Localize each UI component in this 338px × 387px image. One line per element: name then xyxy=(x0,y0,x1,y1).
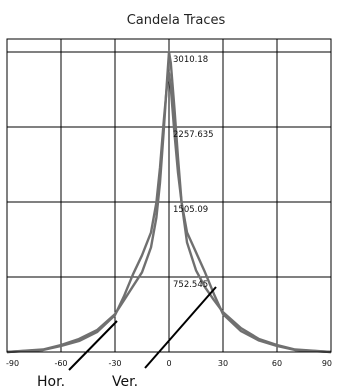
x-tick-label-6: 90 xyxy=(322,359,332,368)
hor-callout-label: Hor. xyxy=(37,374,65,387)
y-tick-labels: 3010.18 2257.635 1505.09 752.545 xyxy=(173,55,214,290)
x-tick-label-3: 0 xyxy=(166,359,171,368)
x-tick-labels: -90 -60 -30 0 30 60 90 xyxy=(6,359,332,368)
x-tick-label-5: 60 xyxy=(272,359,282,368)
y-tick-label-3: 752.545 xyxy=(173,280,208,290)
traces xyxy=(6,50,332,354)
y-tick-label-1: 2257.635 xyxy=(173,130,214,140)
ver-pointer-line xyxy=(144,286,217,369)
ver-callout-label: Ver. xyxy=(112,374,138,387)
legend-callouts: Hor. Ver. xyxy=(37,286,217,387)
chart-title: Candela Traces xyxy=(127,13,226,28)
x-tick-label-1: -60 xyxy=(54,359,67,368)
x-tick-label-4: 30 xyxy=(218,359,228,368)
y-tick-label-0: 3010.18 xyxy=(173,55,208,65)
x-tick-label-0: -90 xyxy=(6,359,19,368)
series-line-ver xyxy=(6,50,332,354)
plot-frame xyxy=(6,38,332,353)
x-tick-label-2: -30 xyxy=(108,359,121,368)
y-tick-label-2: 1505.09 xyxy=(173,205,208,215)
hor-pointer-line xyxy=(68,320,118,371)
grid xyxy=(7,39,331,352)
